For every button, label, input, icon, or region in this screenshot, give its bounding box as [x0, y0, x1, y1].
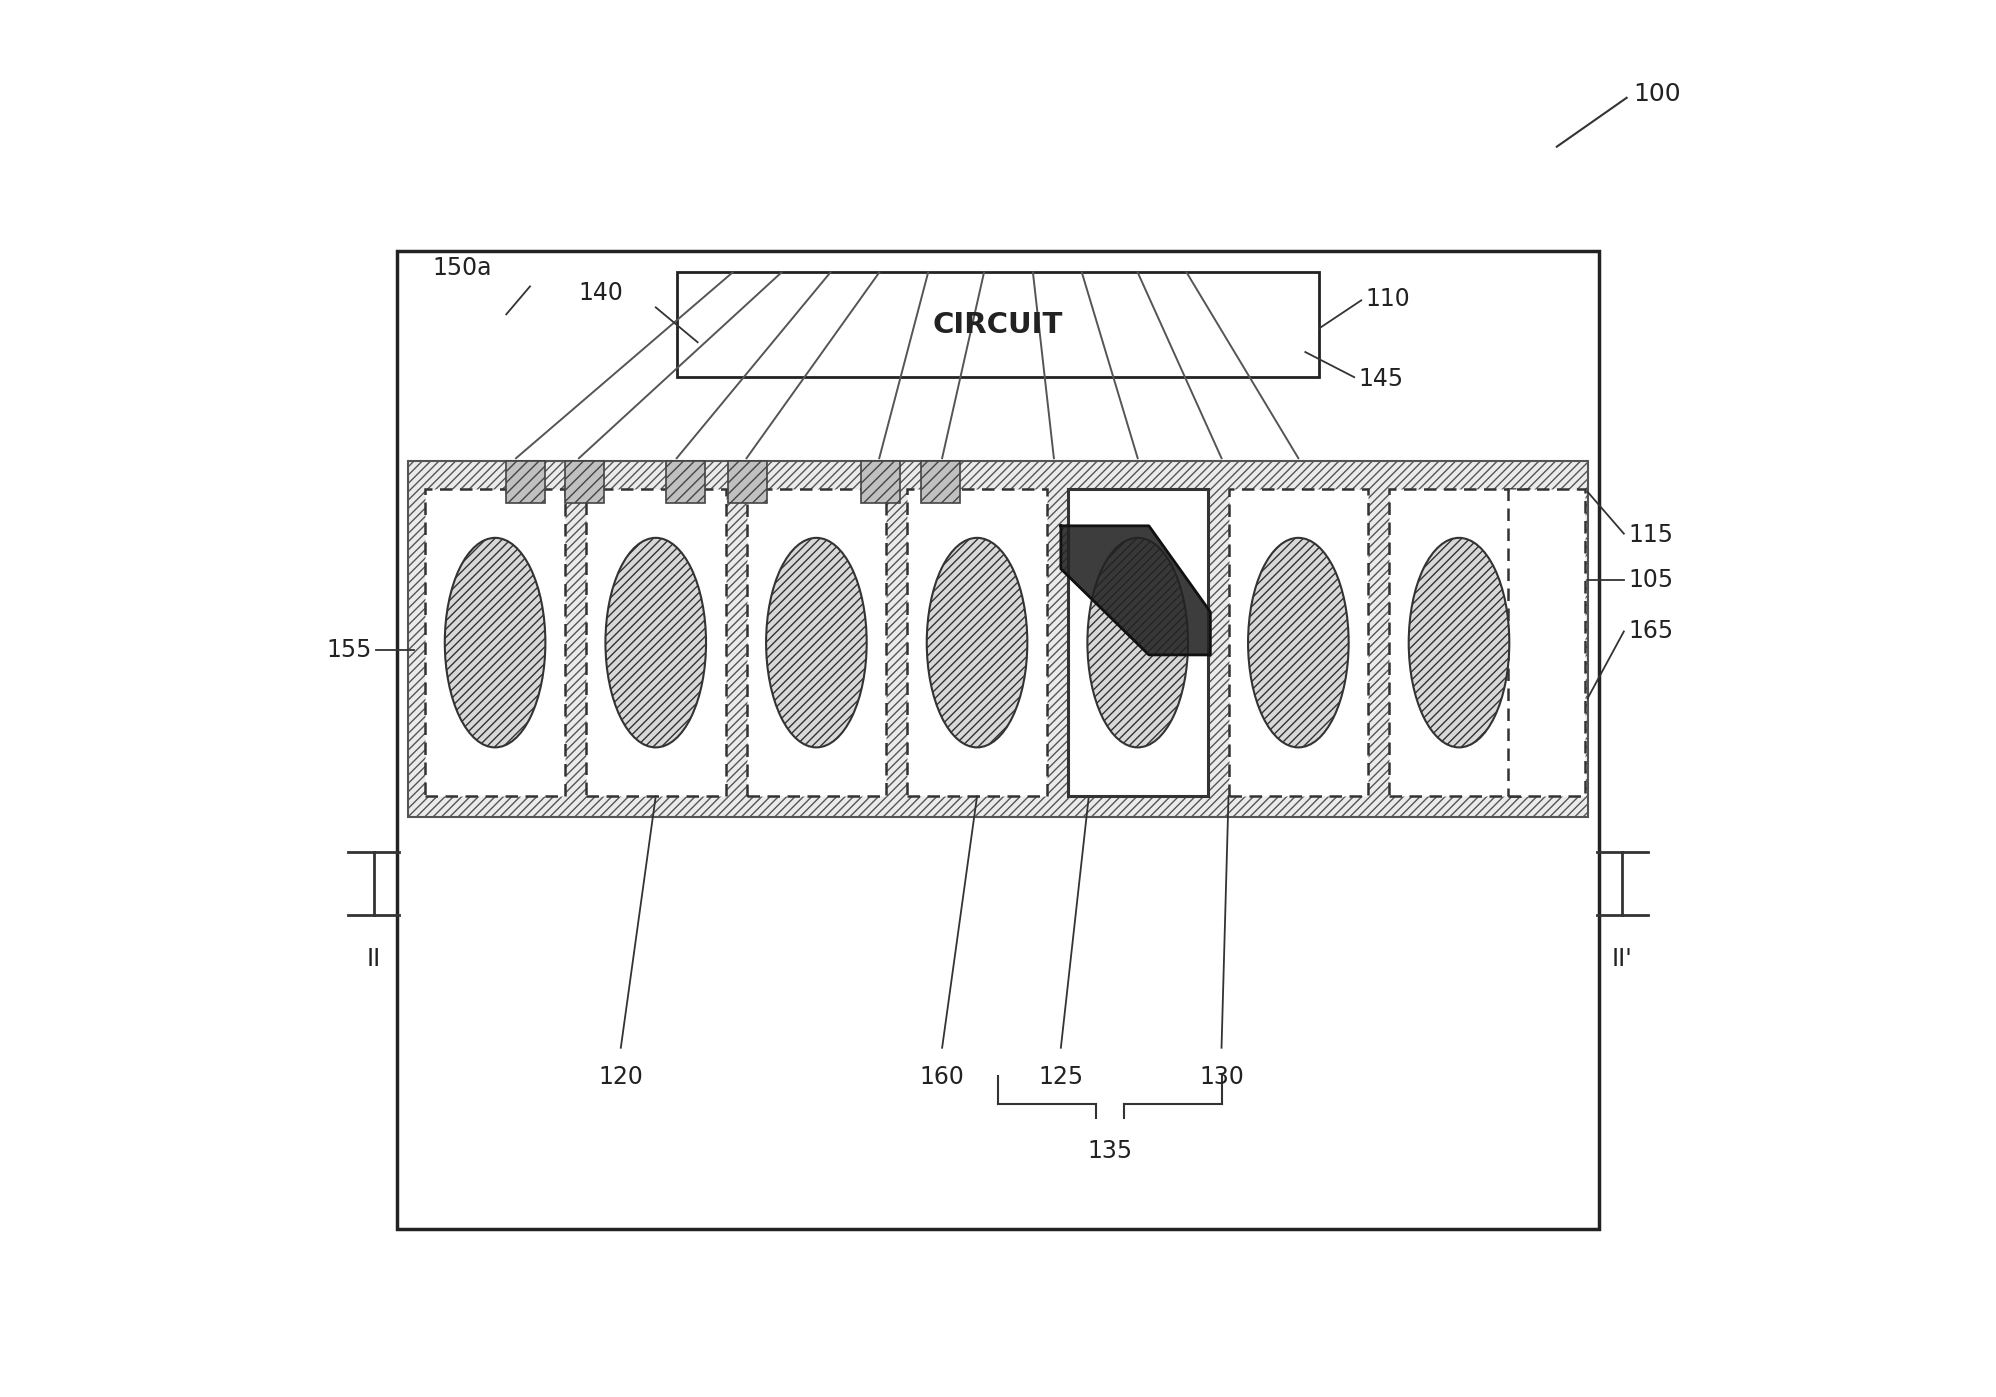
Text: 165: 165	[1629, 619, 1673, 644]
Ellipse shape	[766, 538, 866, 747]
Ellipse shape	[445, 538, 545, 747]
Polygon shape	[1060, 525, 1210, 655]
Ellipse shape	[1409, 538, 1509, 747]
Bar	[1389, 489, 1529, 796]
Text: 125: 125	[1038, 1065, 1084, 1088]
Text: 135: 135	[1088, 1139, 1132, 1162]
Bar	[425, 489, 565, 796]
Bar	[860, 461, 900, 503]
Bar	[507, 461, 545, 503]
Bar	[565, 461, 605, 503]
Bar	[908, 489, 1046, 796]
Bar	[1228, 489, 1367, 796]
Text: 105: 105	[1629, 567, 1673, 592]
Bar	[665, 461, 705, 503]
Text: 160: 160	[920, 1065, 964, 1088]
Text: 130: 130	[1200, 1065, 1244, 1088]
Text: 120: 120	[599, 1065, 643, 1088]
Text: 100: 100	[1633, 81, 1681, 106]
Text: 155: 155	[327, 637, 371, 662]
Bar	[587, 489, 727, 796]
Bar	[677, 272, 1319, 377]
Bar	[397, 251, 1599, 1229]
Text: 110: 110	[1365, 286, 1409, 312]
Text: 115: 115	[1629, 522, 1673, 548]
Ellipse shape	[926, 538, 1028, 747]
Text: CIRCUIT: CIRCUIT	[932, 310, 1064, 339]
Ellipse shape	[605, 538, 707, 747]
Text: 140: 140	[579, 281, 625, 306]
Bar	[1068, 489, 1208, 796]
Bar	[922, 461, 960, 503]
Bar	[409, 461, 1587, 817]
Text: II: II	[367, 947, 381, 971]
Ellipse shape	[1088, 538, 1188, 747]
Text: 145: 145	[1359, 366, 1403, 391]
Bar	[747, 489, 886, 796]
Ellipse shape	[1248, 538, 1349, 747]
Text: II': II'	[1613, 947, 1633, 971]
Bar	[1507, 489, 1585, 796]
Bar	[729, 461, 768, 503]
Text: 150a: 150a	[433, 256, 491, 281]
